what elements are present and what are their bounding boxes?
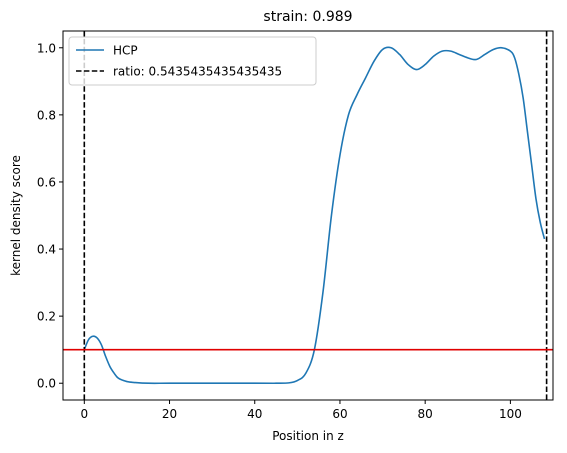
legend-label-ratio: ratio: 0.5435435435435435 (113, 65, 282, 79)
legend-box (68, 36, 317, 86)
y-tick-label: 0.4 (37, 243, 56, 257)
series-line-hcp (83, 46, 546, 385)
x-tick-label: 80 (418, 407, 433, 421)
axes-frame (62, 30, 554, 401)
y-axis-label: kernel density score (9, 155, 23, 276)
x-tick-label: 100 (499, 407, 522, 421)
plot-area (62, 30, 554, 401)
x-tick-label: 40 (247, 407, 262, 421)
chart-title: strain: 0.989 (263, 9, 352, 25)
y-tick-label: 0.0 (37, 377, 56, 391)
y-tick-label: 1.0 (37, 41, 56, 55)
x-axis-ticks: 0 20 40 60 80 100 (80, 400, 522, 421)
x-tick-label: 20 (162, 407, 177, 421)
legend-label-hcp: HCP (113, 44, 138, 58)
legend: HCP ratio: 0.5435435435435435 (68, 36, 317, 86)
x-tick-label: 0 (80, 407, 88, 421)
y-tick-label: 0.6 (37, 175, 56, 189)
y-tick-label: 0.2 (37, 310, 56, 324)
x-axis-label: Position in z (272, 429, 344, 443)
y-tick-label: 0.8 (37, 108, 56, 122)
x-tick-label: 60 (332, 407, 347, 421)
y-axis-ticks: 0.0 0.2 0.4 0.6 0.8 1.0 (37, 41, 63, 391)
plot-content (63, 31, 553, 400)
